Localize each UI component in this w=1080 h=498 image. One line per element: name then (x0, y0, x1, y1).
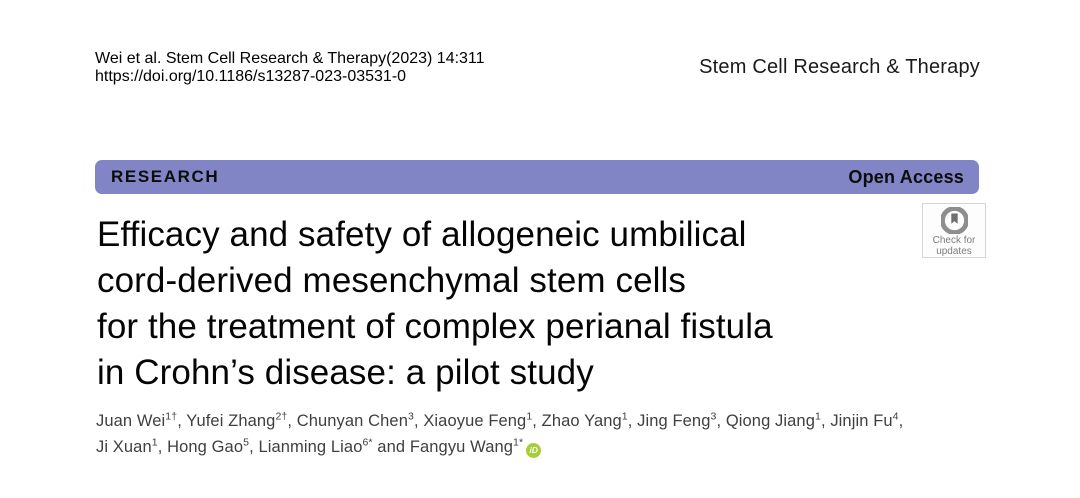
doi-link[interactable]: https://doi.org/10.1186/s13287-023-03531… (95, 68, 407, 85)
author-name: Qiong Jiang1 (725, 410, 821, 430)
author-name: Lianming Liao6* (258, 436, 373, 456)
article-type-banner: RESEARCH Open Access (95, 160, 979, 194)
check-for-updates-icon (940, 207, 968, 234)
check-for-updates-text: Check for updates (932, 235, 976, 257)
author-name: Yufei Zhang2† (186, 410, 288, 430)
article-type-label: RESEARCH (111, 167, 220, 186)
citation-line: Wei et al. Stem Cell Research & Therapy(… (95, 50, 485, 68)
journal-name: Stem Cell Research & Therapy (699, 56, 980, 78)
check-for-updates-badge[interactable]: Check for updates (922, 203, 986, 258)
author-name: Xiaoyue Feng1 (423, 410, 533, 430)
author-name: Ji Xuan1 (96, 436, 158, 456)
page-header: Wei et al. Stem Cell Research & Therapy(… (95, 50, 980, 86)
author-name: Fangyu Wang1* (409, 436, 524, 456)
author-name: Jinjin Fu4 (830, 410, 899, 430)
title-line: Efficacy and safety of allogeneic umbili… (97, 215, 747, 254)
article-title: Efficacy and safety of allogeneic umbili… (97, 212, 907, 396)
title-line: cord-derived mesenchymal stem cells (97, 261, 686, 300)
citation-journal: et al. Stem Cell Research & Therapy (126, 50, 387, 67)
author-name: Hong Gao5 (167, 436, 250, 456)
author-name: Zhao Yang1 (541, 410, 628, 430)
citation-authors: Wei (95, 50, 127, 67)
author-name: Jing Feng3 (637, 410, 717, 430)
title-line: for the treatment of complex perianal fi… (97, 307, 773, 346)
open-access-label: Open Access (848, 166, 964, 187)
orcid-icon[interactable]: iD (526, 443, 542, 458)
citation-block: Wei et al. Stem Cell Research & Therapy(… (95, 50, 485, 86)
author-list: Juan Wei1†, Yufei Zhang2†, Chunyan Chen3… (96, 410, 904, 458)
author-name: Chunyan Chen3 (296, 410, 414, 430)
title-line: in Crohn’s disease: a pilot study (97, 353, 594, 392)
citation-issue: (2023) 14:311 (386, 50, 485, 67)
author-name: Juan Wei1† (96, 410, 178, 430)
article-first-page: Wei et al. Stem Cell Research & Therapy(… (95, 0, 986, 498)
